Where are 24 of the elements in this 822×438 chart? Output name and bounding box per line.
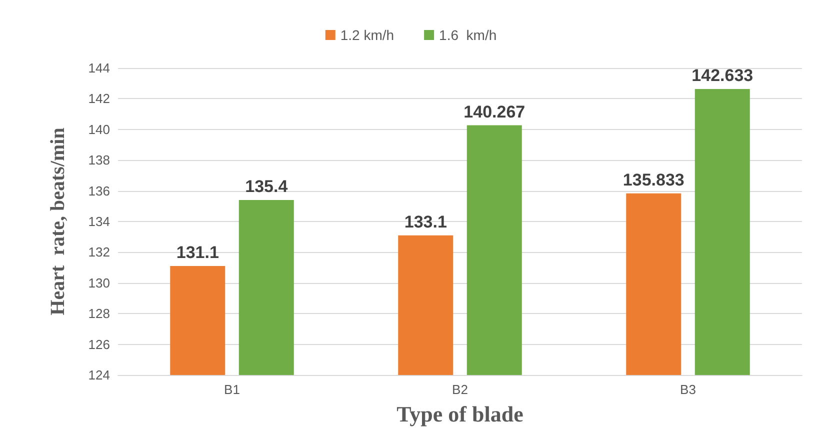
legend-label: 1.6 km/h	[439, 27, 497, 43]
x-tick-label: B1	[224, 382, 240, 397]
x-tick-label: B2	[452, 382, 468, 397]
y-tick-label: 138	[88, 152, 110, 168]
y-axis-title: Heart rate, beats/min	[47, 128, 69, 316]
y-tick-label: 140	[88, 122, 110, 137]
x-axis-title: Type of blade	[396, 402, 524, 426]
data-label: 135.4	[245, 177, 288, 196]
data-label: 133.1	[404, 212, 447, 232]
data-label: 142.633	[692, 66, 754, 85]
x-tick-label: B3	[680, 382, 696, 397]
y-tick-label: 124	[88, 368, 110, 382]
data-label: 135.833	[622, 170, 684, 190]
y-tick-label: 132	[88, 244, 110, 260]
data-label: 140.267	[464, 102, 526, 122]
y-tick-label: 126	[88, 336, 110, 352]
y-tick-label: 128	[88, 306, 110, 322]
legend-label: 1.2 km/h	[340, 27, 394, 43]
y-tick-label: 144	[88, 60, 110, 76]
y-tick-label: 136	[88, 183, 110, 198]
y-tick-label: 130	[88, 275, 110, 290]
data-label: 131.1	[176, 243, 219, 262]
y-tick-label: 142	[88, 91, 110, 106]
y-tick-label: 134	[88, 214, 110, 229]
